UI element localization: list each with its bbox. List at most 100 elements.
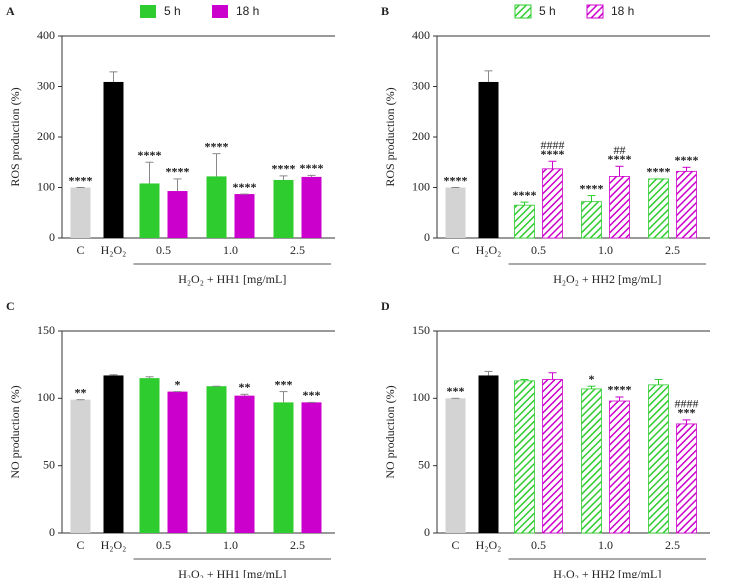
y-axis-label: NO production (%)	[8, 385, 22, 478]
bar	[139, 183, 160, 238]
bar	[103, 81, 124, 238]
significance-label: ****	[444, 173, 468, 187]
bar	[234, 395, 255, 533]
y-tick-label: 400	[37, 28, 55, 42]
y-axis-label: ROS production (%)	[383, 87, 397, 186]
bar	[609, 400, 630, 534]
bar	[514, 380, 535, 534]
x-tick-label: 1.0	[598, 243, 613, 257]
y-tick-label: 0	[424, 230, 430, 244]
bar	[301, 402, 322, 533]
significance-label: ****	[138, 148, 162, 162]
significance-label: ***	[275, 377, 293, 391]
x-tick-label: C	[451, 243, 459, 257]
significance-label: ****	[166, 165, 190, 179]
bar	[581, 201, 602, 239]
y-tick-label: 0	[49, 230, 55, 244]
bar	[445, 398, 466, 533]
legend-swatch	[140, 5, 156, 18]
significance-label: ***	[447, 384, 465, 398]
x-tick-label: 2.5	[290, 243, 305, 257]
bar	[70, 399, 91, 533]
significance-label: ****	[541, 147, 565, 161]
significance-label: ####	[675, 397, 699, 411]
bar	[676, 423, 697, 534]
significance-label: ##	[614, 143, 626, 157]
significance-label: **	[75, 385, 87, 399]
significance-label: ****	[675, 153, 699, 167]
significance-label: ***	[678, 406, 696, 420]
bar	[676, 170, 697, 239]
y-axis-label: ROS production (%)	[8, 87, 22, 186]
significance-label: ****	[233, 180, 257, 194]
x-tick-label: 0.5	[531, 538, 546, 552]
group-label: H₂O₂ + HH1 [mg/mL]	[178, 272, 286, 286]
bar	[206, 176, 227, 238]
legend-label: 5 h	[164, 4, 181, 18]
significance-label: *	[589, 372, 595, 386]
x-tick-label: C	[76, 243, 84, 257]
bar	[273, 179, 294, 238]
panel-letter: C	[6, 299, 15, 313]
group-label: H₂O₂ + HH2 [mg/mL]	[553, 567, 661, 578]
panel-letter: D	[381, 299, 390, 313]
significance-label: ****	[647, 165, 671, 179]
y-tick-label: 400	[412, 28, 430, 42]
bar	[581, 388, 602, 534]
y-tick-label: 300	[412, 78, 430, 92]
bar	[542, 379, 563, 534]
bar	[70, 187, 91, 238]
significance-label: ***	[303, 388, 321, 402]
bar	[648, 384, 669, 534]
panel-letter: A	[6, 4, 15, 18]
panel-letter: B	[381, 4, 389, 18]
bar	[542, 168, 563, 239]
x-tick-label: H₂O₂	[476, 538, 502, 552]
x-tick-label: C	[76, 538, 84, 552]
significance-label: ****	[300, 161, 324, 175]
significance-label: ****	[272, 162, 296, 176]
bar	[609, 175, 630, 239]
y-tick-label: 100	[37, 390, 55, 404]
y-tick-label: 200	[412, 129, 430, 143]
x-tick-label: H₂O₂	[101, 538, 127, 552]
y-tick-label: 300	[37, 78, 55, 92]
bar	[167, 391, 188, 533]
x-tick-label: 0.5	[531, 243, 546, 257]
y-tick-label: 100	[37, 179, 55, 193]
legend-label: 18 h	[611, 4, 634, 18]
x-tick-label: 1.0	[223, 243, 238, 257]
group-label: H₂O₂ + HH1 [mg/mL]	[178, 567, 286, 578]
bar	[478, 375, 499, 533]
x-tick-label: 2.5	[665, 538, 680, 552]
x-tick-label: C	[451, 538, 459, 552]
y-tick-label: 0	[49, 525, 55, 539]
legend-swatch	[212, 5, 228, 18]
bar	[648, 178, 669, 239]
legend-swatch	[586, 4, 604, 19]
y-tick-label: 50	[418, 457, 430, 471]
x-tick-label: 2.5	[290, 538, 305, 552]
significance-label: ****	[608, 152, 632, 166]
legend-label: 18 h	[236, 4, 259, 18]
legend-swatch	[514, 4, 532, 19]
significance-label: ****	[608, 383, 632, 397]
y-tick-label: 100	[412, 179, 430, 193]
y-tick-label: 50	[43, 457, 55, 471]
bar	[514, 204, 535, 239]
significance-label: ****	[205, 139, 229, 153]
y-tick-label: 0	[424, 525, 430, 539]
group-label: H₂O₂ + HH2 [mg/mL]	[553, 272, 661, 286]
significance-label: **	[239, 380, 251, 394]
x-tick-label: H₂O₂	[101, 243, 127, 257]
y-axis-label: NO production (%)	[383, 385, 397, 478]
bar	[103, 375, 124, 533]
x-tick-label: H₂O₂	[476, 243, 502, 257]
y-tick-label: 100	[412, 390, 430, 404]
bar	[478, 81, 499, 238]
x-tick-label: 1.0	[223, 538, 238, 552]
y-tick-label: 150	[37, 323, 55, 337]
bar	[445, 187, 466, 238]
significance-label: ****	[69, 173, 93, 187]
